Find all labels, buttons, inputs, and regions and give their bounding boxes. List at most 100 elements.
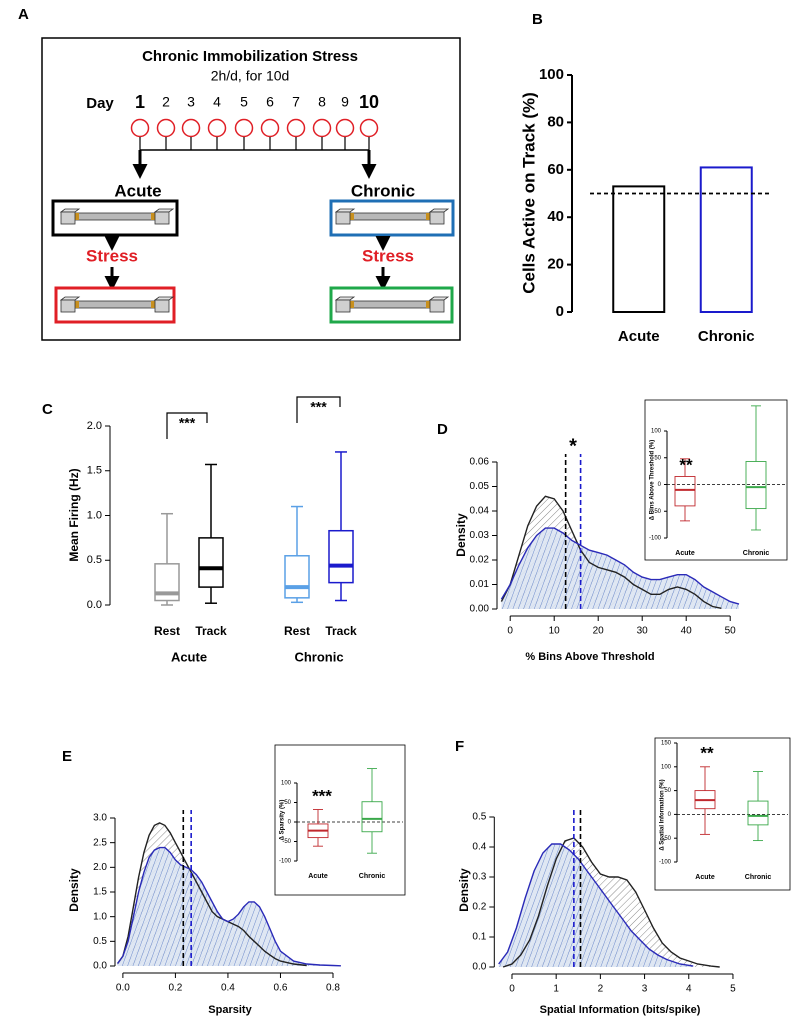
annotation: ** [700, 743, 714, 762]
y-tick-label: 2.0 [87, 420, 102, 432]
x-tick-label: 0 [507, 626, 513, 637]
y-tick-label: -100 [279, 859, 292, 865]
day-circle [234, 118, 254, 138]
y-tick-label: 0.06 [470, 457, 490, 468]
significance-bracket [166, 412, 208, 439]
x-tick-label: 0.6 [274, 983, 288, 994]
day-circle [359, 118, 379, 138]
y-tick-label: 0.5 [87, 554, 102, 566]
panel-label: F [455, 738, 464, 755]
annotation: *** [179, 415, 196, 431]
panel-a: A Chronic Immobilization Stress 2h/d, fo… [18, 6, 461, 341]
x-tick-label: Rest [154, 624, 180, 638]
y-tick-label: 50 [654, 455, 661, 461]
day-markers: 1 2 3 4 5 6 7 8 9 10 [130, 92, 379, 150]
day-circle [207, 118, 227, 138]
x-tick-label: Chronic [698, 328, 755, 345]
box [745, 461, 767, 510]
y-axis-label: Δ Spatial Information (%) [660, 779, 666, 850]
chronic-label: Chronic [351, 181, 415, 200]
panel: Δ Bins Above Threshold (%) 100 50 0 -50 -100 A… [644, 399, 788, 561]
y-tick-label: 0.3 [472, 872, 486, 883]
box [361, 801, 383, 833]
x-tick-label: 10 [549, 626, 561, 637]
y-tick-label: 50 [284, 800, 291, 806]
day-number: 4 [213, 94, 221, 110]
annotation: *** [310, 399, 327, 415]
panel-label: B [532, 11, 543, 28]
y-tick-label: -50 [282, 839, 291, 845]
panel: Δ Sparsity (%) 100 50 0 -50 -100 Acute Chronic *… [274, 744, 406, 896]
x-tick-label: 3 [642, 984, 648, 995]
y-tick-label: 1.5 [87, 465, 102, 477]
density-line [500, 527, 740, 605]
day-label: Day [86, 95, 114, 112]
x-tick-label: 20 [593, 626, 605, 637]
group-label: Acute [171, 649, 207, 664]
y-tick-label: 80 [547, 113, 564, 130]
x-tick-label: 40 [681, 626, 693, 637]
panel: B Cells Active on Track (%) 0 20 40 60 80 100 Ac… [519, 11, 770, 345]
y-axis-label: Δ Bins Above Threshold (%) [650, 440, 656, 520]
day-circle [312, 118, 332, 138]
panel-label: E [62, 748, 72, 765]
panel-label: D [437, 421, 448, 438]
y-tick-label: 100 [661, 764, 672, 770]
panel: D Density % Bins Above Threshold 0.00 0.01 0.… [437, 421, 740, 663]
y-tick-label: 0.0 [93, 961, 107, 972]
y-tick-label: 100 [281, 781, 292, 787]
y-axis-label: Δ Sparsity (%) [280, 800, 286, 841]
box [284, 555, 310, 599]
y-tick-label: 1.0 [93, 911, 107, 922]
x-tick-label: Acute [695, 874, 715, 881]
x-tick-label: Track [195, 624, 227, 638]
y-tick-label: 0.0 [87, 599, 102, 611]
box [747, 800, 769, 826]
y-tick-label: 3.0 [93, 813, 107, 824]
day-number: 3 [187, 94, 195, 110]
x-tick-label: Acute [675, 550, 695, 557]
x-tick-label: Acute [308, 873, 328, 880]
day-circle [130, 118, 150, 138]
inset-frame [274, 744, 406, 896]
y-tick-label: -50 [662, 836, 671, 842]
x-tick-label: 0.2 [168, 983, 182, 994]
y-tick-label: 0 [658, 482, 662, 488]
x-tick-label: Chronic [743, 550, 770, 557]
day-number: 5 [240, 94, 248, 110]
y-tick-label: 0.4 [472, 842, 486, 853]
x-tick-label: 0.8 [326, 983, 340, 994]
y-tick-label: 100 [539, 66, 564, 83]
y-tick-label: 0 [668, 812, 672, 818]
y-tick-label: 100 [651, 429, 662, 435]
box [674, 476, 696, 507]
density-line [117, 822, 307, 967]
y-tick-label: 0.0 [472, 962, 486, 973]
y-tick-label: 0.00 [470, 604, 490, 615]
y-tick-label: 150 [661, 741, 672, 747]
x-tick-label: 0 [509, 984, 515, 995]
day-circle [286, 118, 306, 138]
density-line [498, 843, 694, 967]
x-tick-label: Rest [284, 624, 310, 638]
day-circle [260, 118, 280, 138]
panel-label: C [42, 401, 53, 418]
y-axis-label: Cells Active on Track (%) [519, 92, 538, 294]
y-tick-label: 0 [556, 303, 564, 320]
inset-frame [644, 399, 788, 561]
y-tick-label: 0.2 [472, 902, 486, 913]
diagram-title: Chronic Immobilization Stress [142, 48, 358, 65]
stress-label: Stress [86, 246, 138, 265]
y-tick-label: 0.02 [470, 555, 490, 566]
day-number: 6 [266, 94, 274, 110]
x-tick-label: 50 [725, 626, 737, 637]
y-tick-label: 0 [288, 820, 292, 826]
day-number: 10 [359, 92, 379, 112]
group-label: Chronic [294, 649, 343, 664]
y-axis-label: Density [454, 513, 468, 557]
density-line [502, 837, 720, 968]
x-tick-label: 0.4 [221, 983, 235, 994]
day-number: 1 [135, 92, 145, 112]
y-tick-label: 1.0 [87, 509, 102, 521]
